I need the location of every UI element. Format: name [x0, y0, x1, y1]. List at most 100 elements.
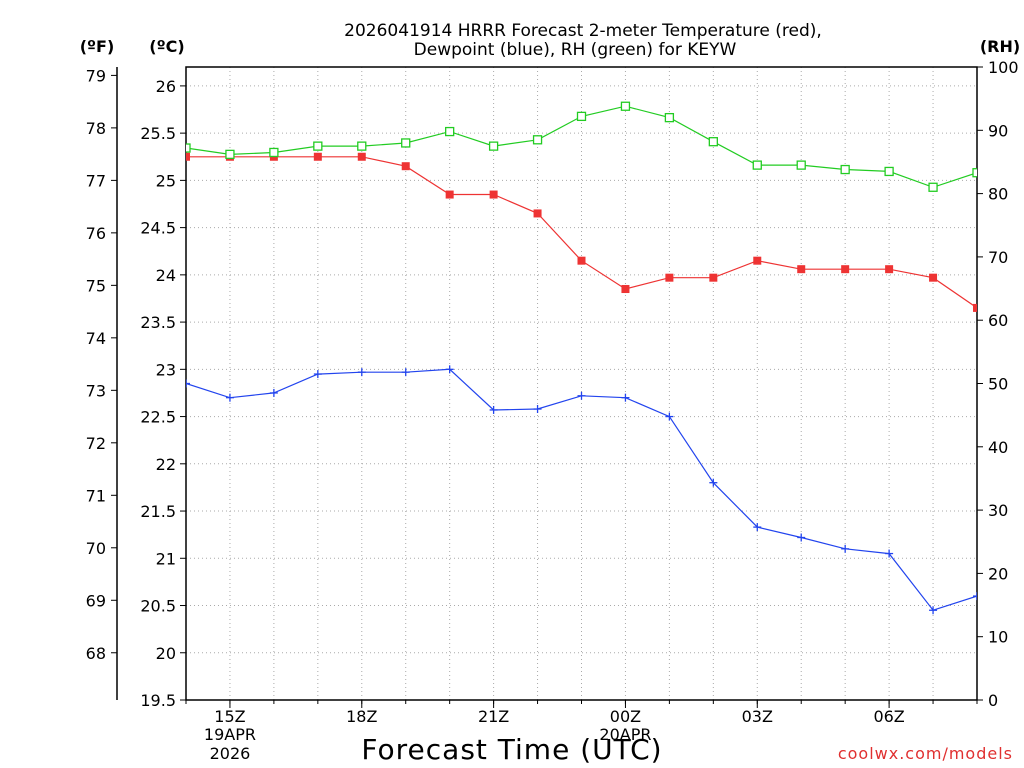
fahrenheit-tick-label: 68 [86, 644, 106, 663]
x-tick-label: 15Z [214, 707, 245, 726]
rh-tick-label: 60 [988, 311, 1008, 330]
chart-title-line1: 2026041914 HRRR Forecast 2-meter Tempera… [344, 21, 822, 41]
fahrenheit-tick-label: 76 [86, 224, 106, 243]
x-axis-title: Forecast Time (UTC) [361, 733, 662, 766]
x-tick-date-label: 19APR [204, 725, 256, 744]
dewpoint-point [445, 365, 454, 374]
rh-point [884, 166, 894, 177]
temperature-point [401, 162, 410, 171]
x-tick-year-label: 2026 [210, 744, 251, 763]
celsius-tick-label: 21.5 [140, 502, 176, 521]
dewpoint-point [621, 393, 630, 402]
temperature-point [357, 152, 366, 161]
fahrenheit-tick-label: 77 [86, 171, 106, 190]
celsius-tick-label: 21 [156, 549, 176, 568]
temperature-point [313, 152, 322, 161]
rh-tick-label: 100 [988, 58, 1019, 77]
temperature-point [973, 303, 977, 312]
celsius-tick-label: 25.5 [140, 124, 176, 143]
rh-tick-label: 30 [988, 501, 1008, 520]
rh-point [708, 137, 718, 147]
rh-point [313, 141, 323, 151]
series-temperature [186, 152, 977, 312]
dewpoint-point [709, 478, 718, 487]
temperature-point [929, 273, 938, 282]
rh-tick-label: 70 [988, 248, 1008, 267]
rh-point [752, 160, 762, 170]
temperature-point [841, 265, 850, 274]
x-tick-label: 03Z [742, 707, 773, 726]
celsius-tick-label: 24.5 [140, 219, 176, 238]
rh-tick-label: 20 [988, 564, 1008, 583]
temperature-point [577, 256, 586, 265]
rh-point [620, 101, 631, 111]
temperature-point [709, 273, 718, 282]
rh-point [972, 168, 977, 178]
rh-tick-label: 0 [988, 691, 998, 710]
fahrenheit-tick-label: 74 [86, 329, 106, 348]
rh-point [225, 149, 235, 160]
fahrenheit-tick-label: 79 [86, 66, 106, 85]
dewpoint-point [357, 368, 366, 377]
chart-title-line2: Dewpoint (blue), RH (green) for KEYW [414, 40, 737, 60]
celsius-tick-label: 23 [156, 360, 176, 379]
celsius-tick-label: 20.5 [140, 597, 176, 616]
rh-point [488, 141, 499, 151]
rh-point [186, 143, 191, 153]
rh-tick-label: 80 [988, 185, 1008, 204]
rh-point [445, 126, 455, 137]
dewpoint-point [885, 549, 894, 558]
watermark: coolwx.com/models [838, 744, 1013, 763]
dewpoint-point [841, 544, 850, 553]
dewpoint-point [489, 405, 498, 414]
rh-point [796, 160, 806, 170]
celsius-tick-label: 25 [156, 171, 176, 190]
temperature-point [885, 265, 894, 274]
series-dewpoint [186, 365, 977, 615]
temperature-point [753, 256, 762, 265]
x-tick-label: 18Z [346, 707, 377, 726]
rh-point [269, 147, 279, 158]
rh-tick-label: 90 [988, 121, 1008, 140]
x-tick-label: 00Z [610, 707, 641, 726]
rh-tick-label: 50 [988, 375, 1008, 394]
rh-point [401, 138, 411, 148]
fahrenheit-tick-label: 70 [86, 539, 106, 558]
dewpoint-point [533, 405, 542, 414]
temperature-point [489, 190, 498, 199]
rh-point [357, 141, 367, 151]
plot-area [186, 101, 977, 615]
celsius-tick-label: 22 [156, 455, 176, 474]
dewpoint-point [313, 370, 322, 379]
dewpoint-point [973, 592, 977, 601]
x-tick-label: 06Z [873, 707, 904, 726]
dewpoint-point [753, 523, 762, 532]
dewpoint-point [401, 368, 410, 377]
x-tick-date-label: 20APR [599, 725, 651, 744]
rh-point [532, 135, 543, 145]
rh-point [664, 112, 675, 123]
gridlines [185, 67, 978, 701]
celsius-tick-label: 23.5 [140, 313, 176, 332]
fahrenheit-tick-label: 73 [86, 381, 106, 400]
rh-tick-label: 10 [988, 628, 1008, 647]
temperature-point [186, 152, 190, 161]
temperature-point [797, 265, 806, 274]
celsius-tick-label: 24 [156, 266, 176, 285]
celsius-tick-label: 26 [156, 77, 176, 96]
fahrenheit-tick-label: 71 [86, 486, 106, 505]
tick-labels: 19.5 20 20.5 21 21.5 22 22.5 23 23.5 24 24.5 25 25.5… [86, 58, 1019, 763]
fahrenheit-tick-label: 69 [86, 591, 106, 610]
rh-point [840, 164, 850, 175]
temperature-point [665, 273, 674, 282]
series-rh [186, 101, 977, 192]
temperature-point [445, 190, 454, 199]
axes [111, 66, 983, 708]
fahrenheit-unit-label: (ºF) [80, 37, 115, 56]
fahrenheit-tick-label: 72 [86, 434, 106, 453]
x-tick-label: 21Z [478, 707, 509, 726]
dewpoint-line [186, 368, 977, 611]
dewpoint-point [186, 379, 190, 388]
dewpoint-point [269, 388, 278, 397]
